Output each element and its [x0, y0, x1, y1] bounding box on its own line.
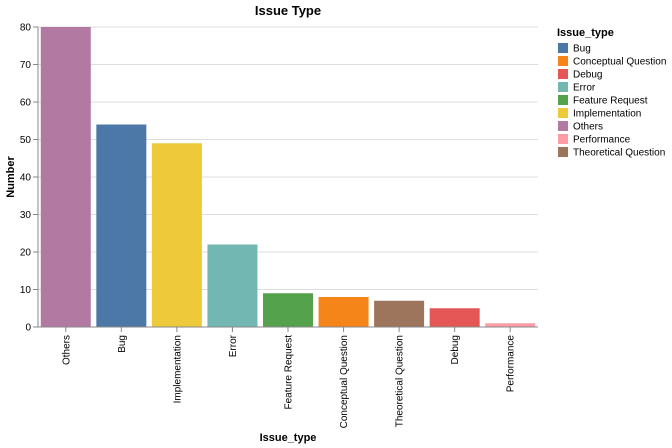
y-tick-label: 60	[20, 98, 32, 109]
legend-title: Issue_type	[557, 27, 614, 39]
x-tick-label: Others	[61, 335, 72, 365]
legend-swatch	[558, 82, 568, 92]
x-tick-label: Implementation	[172, 335, 183, 403]
legend-label: Debug	[573, 70, 602, 81]
y-tick-label: 0	[25, 323, 31, 334]
bar-implementation	[151, 143, 202, 327]
x-tick-label: Error	[228, 334, 239, 357]
legend-label: Error	[573, 83, 596, 94]
legend-swatch	[558, 108, 568, 118]
y-axis-title: Number	[5, 156, 17, 198]
legend-label: Implementation	[573, 109, 641, 120]
bars	[40, 27, 536, 327]
bar-others	[40, 27, 91, 327]
bar-bug	[96, 124, 147, 327]
legend-swatch	[558, 69, 568, 79]
legend-swatch	[558, 147, 568, 157]
x-tick-label: Conceptual Question	[339, 335, 350, 428]
y-tick-label: 30	[20, 210, 32, 221]
legend-swatch	[558, 95, 568, 105]
x-tick-label: Performance	[506, 335, 517, 393]
chart-title: Issue Type	[255, 3, 321, 18]
y-tick-label: 20	[20, 248, 32, 259]
legend-swatch	[558, 56, 568, 66]
x-tick-label: Feature Request	[284, 335, 295, 410]
x-tick-label: Bug	[117, 335, 128, 353]
legend-swatch	[558, 121, 568, 131]
x-tick-label: Debug	[450, 335, 461, 364]
bar-error	[207, 244, 258, 327]
bar-theoretical-question	[374, 300, 425, 327]
legend-label: Bug	[573, 44, 591, 55]
y-tick-label: 40	[20, 173, 32, 184]
legend-label: Performance	[573, 135, 631, 146]
x-axis-title: Issue_type	[260, 432, 317, 444]
legend-label: Others	[573, 122, 603, 133]
legend-label: Feature Request	[573, 96, 648, 107]
y-tick-label: 50	[20, 135, 32, 146]
legend-label: Conceptual Question	[573, 57, 666, 68]
axes: 0 10 20 30 40 50 60 70 80 Others Bug Implementation…	[20, 23, 538, 428]
bar-performance	[485, 323, 536, 327]
bar-feature-request	[263, 293, 313, 327]
legend-swatch	[558, 43, 568, 53]
x-tick-label: Theoretical Question	[395, 335, 406, 427]
legend-swatch	[558, 134, 568, 144]
legend: Issue_type Bug Conceptual Question Debug Er…	[557, 27, 666, 159]
bar-debug	[429, 308, 480, 327]
y-tick-label: 80	[20, 23, 32, 34]
y-tick-label: 10	[20, 285, 32, 296]
y-tick-label: 70	[20, 60, 32, 71]
legend-label: Theoretical Question	[573, 148, 665, 159]
bar-conceptual-question	[318, 297, 369, 327]
